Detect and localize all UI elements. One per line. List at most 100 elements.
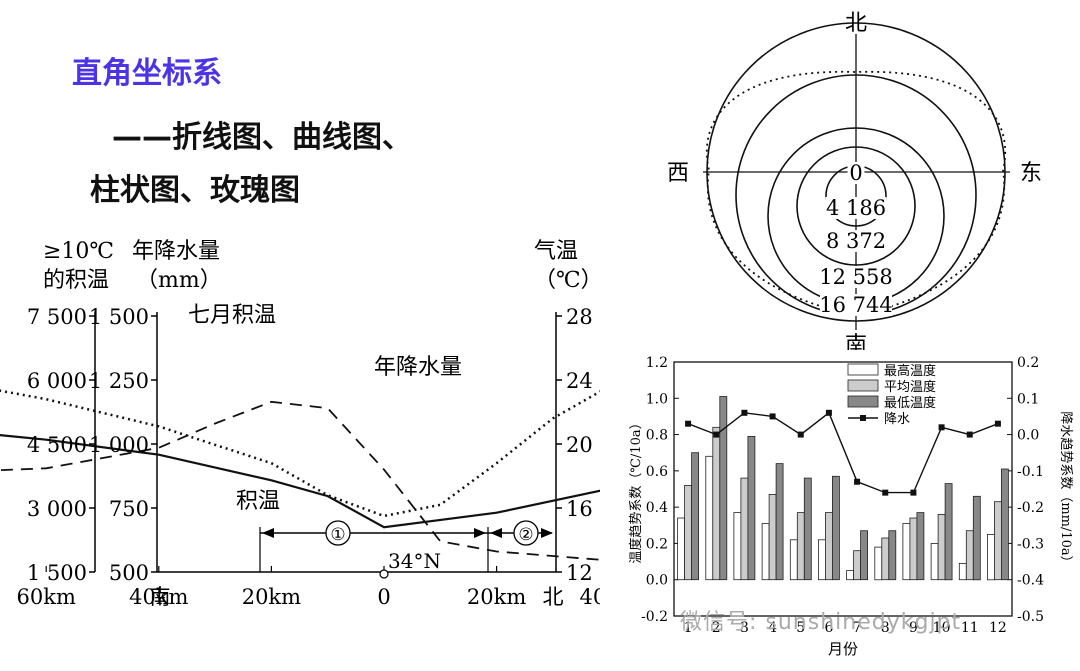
- tick-label-left-1: 6 000: [27, 369, 87, 393]
- series-line-left2: [0, 400, 600, 561]
- axis-title-left-1b: 的积温: [43, 268, 109, 293]
- legend-swatch-0: [847, 363, 879, 376]
- bar-y-title-left: 温度趋势系数（℃/10a）: [628, 416, 644, 563]
- axis-title-left-2b: （mm）: [136, 268, 222, 293]
- label-accum-temp: 积温: [236, 489, 280, 514]
- precip-point: [966, 431, 973, 438]
- label-precip: 年降水量: [374, 355, 462, 380]
- rose-diagram: 北南 西 东 0 4 186 8 372 12 558 16 744: [667, 11, 1042, 350]
- bar-2-11: [1000, 468, 1009, 581]
- tick-label-x: 20km: [467, 585, 526, 609]
- bar-0-0: [677, 517, 685, 581]
- precip-point: [882, 489, 889, 496]
- bar-category-label: 9: [909, 620, 918, 636]
- bar-1-1: [712, 426, 721, 581]
- rose-ring-label-bg: [825, 197, 887, 219]
- tick-label-x: 南: [150, 585, 171, 609]
- rose-south-label: 南: [845, 333, 867, 350]
- bar-category-label: 7: [853, 620, 862, 636]
- arrowhead-1-left: [262, 528, 274, 538]
- rose-ring-label: 8 372: [826, 229, 886, 253]
- bar-tick-label-right: -0.1: [1017, 464, 1044, 480]
- bar-tick-label-left: 0.0: [646, 573, 668, 589]
- bar-category-label: 5: [796, 620, 805, 636]
- rose-ring-label: 4 186: [826, 196, 886, 220]
- bar-tick-label-right: 0.1: [1017, 391, 1039, 407]
- bar-2-0: [691, 452, 699, 581]
- bar-category-label: 6: [824, 620, 833, 636]
- bar-tick-label-right: -0.5: [1017, 609, 1044, 625]
- bar-category-label: 10: [933, 620, 951, 636]
- precip-point: [938, 424, 945, 431]
- tick-label-left-2: 1 500: [89, 305, 149, 329]
- line-chart-labels: 1 500 3 000 4 500 6 000 7 500 500 750 1 000 1 25…: [17, 239, 600, 609]
- main-heading: 直角坐标系: [72, 56, 222, 91]
- rose-ring-label-bg: [847, 162, 865, 184]
- rose-north-label: 北: [845, 11, 867, 36]
- trend-bar-chart: 1.2 1.0 0.8 0.6 0.4 0.2 0.0 -0.2 0.2 0.1 0.0 -0.1 -0…: [628, 355, 1074, 658]
- bar-y-title-right: 降水趋势系数（mm/10a）: [1058, 411, 1074, 568]
- bar-tick-label-right: -0.3: [1017, 536, 1044, 552]
- label-july-temp: 七月积温: [188, 303, 276, 328]
- bar-tick-label-right: -0.4: [1017, 573, 1044, 589]
- bar-2-2: [747, 436, 756, 581]
- bar-1-11: [993, 501, 1002, 581]
- bar-category-label: 1: [684, 620, 693, 636]
- bar-0-10: [958, 562, 967, 581]
- precip-point: [994, 420, 1001, 427]
- precip-point: [769, 413, 776, 420]
- subheading-line2: 柱状图、玫瑰图: [90, 173, 300, 208]
- series-line-right: [0, 389, 600, 518]
- bar-2-5: [831, 475, 840, 581]
- bar-1-8: [909, 517, 918, 581]
- bar-1-3: [768, 493, 777, 581]
- circle-1: [325, 520, 351, 546]
- tick-label-left-1: 4 500: [27, 433, 87, 457]
- legend-label-1: 平均温度: [884, 379, 936, 395]
- tick-label-left-2: 1 000: [89, 433, 149, 457]
- bar-2-1: [719, 396, 728, 581]
- line-chart-series: [0, 389, 600, 579]
- watermark-text: 微信号: sunshinedykgjpt: [680, 610, 962, 635]
- bar-0-5: [817, 539, 826, 581]
- bar-tick-label-left: 0.2: [646, 536, 668, 552]
- legend-swatch-2: [847, 395, 879, 408]
- axis-title-left-2: 年降水量: [132, 239, 220, 264]
- label-region-1: ①: [330, 525, 345, 545]
- bar-0-6: [846, 570, 855, 581]
- bar-0-8: [902, 523, 911, 581]
- bar-tick-label-left: 0.6: [646, 464, 668, 480]
- bar-category-label: 2: [712, 620, 721, 636]
- bar-1-10: [965, 530, 974, 581]
- rose-east-label: 东: [1020, 161, 1042, 186]
- tick-label-right: 20: [566, 433, 593, 457]
- arrowhead-1-right: [474, 528, 486, 538]
- tick-label-left-1: 3 000: [27, 497, 87, 521]
- bar-tick-label-left: 0.8: [646, 428, 668, 444]
- bar-2-7: [888, 530, 897, 581]
- bar-2-4: [803, 477, 812, 581]
- tick-label-right: 24: [566, 369, 593, 393]
- bar-category-label: 11: [961, 620, 979, 636]
- tick-label-x: 0: [377, 585, 390, 609]
- precip-point: [713, 431, 720, 438]
- precip-point: [854, 478, 861, 485]
- legend-line-marker: [860, 415, 866, 421]
- rose-ring-label-bg: [820, 266, 892, 288]
- bar-x-title: 月份: [828, 640, 858, 658]
- bar-2-6: [860, 530, 869, 581]
- tick-label-x: 40km: [129, 585, 188, 609]
- legend-label-line: 降水: [884, 412, 910, 427]
- bar-1-9: [937, 513, 946, 581]
- tick-label-left-1: 7 500: [27, 305, 87, 329]
- rose-ring-label-bg: [820, 294, 892, 316]
- bar-0-4: [789, 539, 798, 581]
- arrowhead-2-left: [490, 528, 502, 538]
- tick-label-left-2: 750: [109, 497, 149, 521]
- bar-0-9: [930, 542, 939, 581]
- bar-tick-label-left: 0.4: [646, 500, 668, 516]
- tick-label-x: 60km: [17, 585, 76, 609]
- bar-1-0: [684, 484, 692, 581]
- precip-line: [687, 411, 999, 494]
- tick-label-right: 28: [566, 305, 593, 329]
